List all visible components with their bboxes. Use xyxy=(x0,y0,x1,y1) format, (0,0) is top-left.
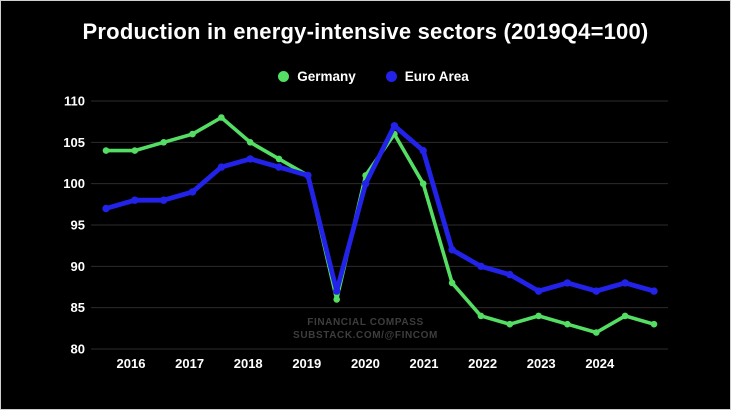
x-tick-label: 2020 xyxy=(351,356,380,371)
x-tick-label: 2017 xyxy=(175,356,204,371)
legend-label-euro-area: Euro Area xyxy=(404,69,469,84)
germany-marker xyxy=(593,329,600,336)
germany-marker xyxy=(506,320,514,328)
euro-area-marker xyxy=(246,155,254,163)
legend: Germany Euro Area xyxy=(1,69,730,84)
germany-swatch-icon xyxy=(278,71,290,82)
y-tick-label: 100 xyxy=(63,176,85,191)
germany-marker xyxy=(160,139,167,146)
y-tick-label: 90 xyxy=(71,259,85,274)
watermark-line-1: FINANCIAL COMPASS xyxy=(307,317,424,328)
x-tick-label: 2023 xyxy=(527,356,556,371)
euro-area-marker xyxy=(592,287,600,295)
x-tick-label: 2018 xyxy=(234,356,263,371)
euro-area-marker xyxy=(188,188,197,196)
legend-item-germany: Germany xyxy=(278,69,356,84)
legend-label-germany: Germany xyxy=(297,69,356,84)
germany-marker xyxy=(275,155,283,163)
x-tick-label: 2024 xyxy=(585,356,615,371)
germany-marker xyxy=(189,130,196,138)
germany-marker xyxy=(564,320,571,328)
germany-marker xyxy=(102,147,110,154)
euro-area-marker xyxy=(361,180,370,188)
x-tick-label: 2021 xyxy=(410,356,439,371)
watermark-line-2: SUBSTACK.COM/@FINCOM xyxy=(293,329,438,341)
germany-marker xyxy=(131,147,139,154)
germany-marker xyxy=(218,114,225,121)
euro-area-marker xyxy=(506,270,514,279)
germany-marker xyxy=(650,320,658,328)
y-tick-label: 110 xyxy=(64,94,85,109)
euro-area-marker xyxy=(160,196,168,204)
euro-area-marker xyxy=(563,279,572,287)
euro-area-marker xyxy=(390,122,399,130)
x-tick-label: 2016 xyxy=(117,356,146,371)
y-tick-label: 85 xyxy=(71,300,85,315)
y-tick-label: 80 xyxy=(71,342,85,357)
euro-area-marker xyxy=(621,279,629,287)
euro-area-marker xyxy=(477,262,485,270)
x-tick-label: 2022 xyxy=(468,356,497,371)
y-tick-label: 95 xyxy=(71,218,85,233)
page-title: Production in energy-intensive sectors (… xyxy=(82,19,649,44)
legend-item-euro-area: Euro Area xyxy=(385,69,469,84)
euro-area-marker xyxy=(650,287,658,295)
x-tick-label: 2019 xyxy=(292,356,321,371)
euro-area-marker xyxy=(131,196,139,204)
euro-area-marker xyxy=(333,287,341,295)
watermark: FINANCIAL COMPASS SUBSTACK.COM/@FINCOM xyxy=(1,317,730,342)
germany-marker xyxy=(419,180,427,187)
euro-area-marker xyxy=(102,204,110,213)
germany-marker xyxy=(535,312,542,320)
euro-area-marker xyxy=(217,163,226,171)
germany-marker xyxy=(448,279,456,287)
germany-marker xyxy=(477,312,485,320)
euro-area-marker xyxy=(448,246,456,254)
euro-area-marker xyxy=(275,163,283,171)
euro-area-marker xyxy=(304,171,312,180)
germany-marker xyxy=(333,296,341,303)
germany-marker xyxy=(621,312,629,320)
euro-area-marker xyxy=(534,287,543,295)
euro-area-line xyxy=(103,123,657,294)
euro-area-swatch-icon xyxy=(385,71,397,82)
euro-area-marker xyxy=(419,146,427,155)
y-tick-label: 105 xyxy=(63,135,85,150)
germany-marker xyxy=(246,139,254,146)
